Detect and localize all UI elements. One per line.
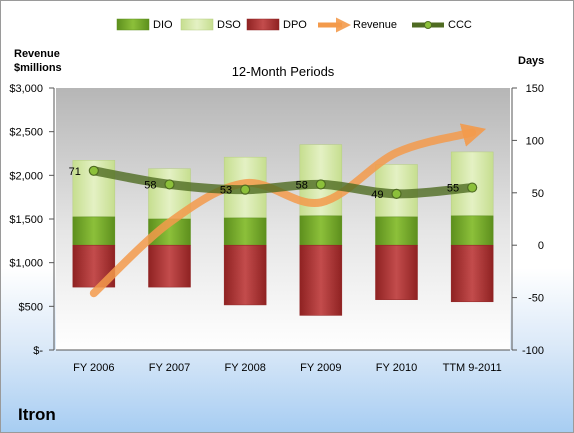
legend-item-revenue: Revenue bbox=[318, 17, 397, 33]
bar-dpo bbox=[299, 244, 343, 316]
ccc-data-label: 53 bbox=[220, 185, 232, 197]
chart-title: 12-Month Periods bbox=[232, 64, 335, 79]
ccc-data-label: 71 bbox=[69, 166, 81, 178]
ccc-marker bbox=[240, 184, 251, 195]
x-tick-label: FY 2009 bbox=[300, 362, 341, 374]
bar-dio bbox=[72, 216, 116, 246]
bar-dpo bbox=[375, 244, 418, 300]
right-tick-label: 0 bbox=[538, 240, 544, 252]
ccc-data-label: 49 bbox=[371, 189, 383, 201]
legend-swatch-dpo bbox=[246, 18, 280, 31]
legend-swatch-dso bbox=[180, 18, 214, 31]
ccc-series: 71 58 53 58 49 55 bbox=[69, 165, 478, 201]
right-tick-label: -50 bbox=[528, 293, 544, 305]
bar-dpo bbox=[450, 244, 494, 303]
legend-marker-ccc bbox=[424, 21, 432, 29]
ccc-marker bbox=[391, 188, 402, 199]
bar-dio bbox=[299, 215, 343, 246]
right-tick-label: 50 bbox=[532, 188, 544, 200]
x-tick-label: FY 2006 bbox=[73, 362, 114, 374]
legend-label-revenue: Revenue bbox=[353, 19, 397, 31]
legend-swatch-dio bbox=[116, 18, 150, 31]
right-axis-ticks: 150 100 50 0 -50 -100 bbox=[56, 83, 544, 357]
bar-dpo bbox=[148, 244, 191, 288]
right-tick-label: 150 bbox=[526, 83, 544, 95]
legend-item-dpo: DPO bbox=[246, 18, 307, 31]
ccc-data-label: 55 bbox=[447, 183, 459, 195]
left-tick-label: $1,500 bbox=[9, 214, 43, 226]
ccc-data-label: 58 bbox=[144, 179, 156, 191]
left-tick-label: $3,000 bbox=[9, 83, 43, 95]
x-tick-label: FY 2010 bbox=[376, 362, 417, 374]
bar-dio bbox=[450, 215, 494, 246]
left-axis-label-line1: Revenue bbox=[14, 48, 60, 60]
ccc-line bbox=[89, 166, 477, 199]
legend-label-ccc: CCC bbox=[448, 19, 472, 31]
left-tick-label: $- bbox=[33, 345, 43, 357]
x-tick-label: FY 2008 bbox=[224, 362, 265, 374]
x-tick-label: FY 2007 bbox=[149, 362, 190, 374]
legend-label-dio: DIO bbox=[153, 19, 173, 31]
legend-label-dso: DSO bbox=[217, 19, 241, 31]
bar-dio bbox=[375, 216, 418, 246]
legend-item-ccc: CCC bbox=[412, 19, 472, 31]
left-tick-label: $2,500 bbox=[9, 127, 43, 139]
legend: DIO DSO DPO Revenue CCC bbox=[116, 17, 472, 33]
right-tick-label: -100 bbox=[522, 345, 544, 357]
ccc-marker bbox=[164, 179, 175, 190]
right-tick-label: 100 bbox=[526, 135, 544, 147]
ccc-data-label: 58 bbox=[296, 179, 308, 191]
company-name: Itron bbox=[18, 405, 56, 424]
left-tick-label: $1,000 bbox=[9, 258, 43, 270]
ccc-marker bbox=[88, 165, 99, 176]
left-tick-label: $500 bbox=[19, 301, 43, 313]
plot-area bbox=[56, 88, 510, 350]
x-axis-labels: FY 2006 FY 2007 FY 2008 FY 2009 FY 2010 TTM 9… bbox=[73, 362, 502, 374]
ccc-marker bbox=[315, 179, 326, 190]
x-tick-label: TTM 9-2011 bbox=[443, 362, 502, 374]
bar-dio bbox=[223, 217, 267, 246]
left-axis-ticks: $3,000 $2,500 $2,000 $1,500 $1,000 $500 $- bbox=[9, 83, 55, 357]
left-tick-label: $2,000 bbox=[9, 170, 43, 182]
legend-label-dpo: DPO bbox=[283, 19, 307, 31]
right-axis-label: Days bbox=[518, 55, 544, 67]
left-axis-label-line2: $millions bbox=[14, 62, 62, 74]
legend-item-dio: DIO bbox=[116, 18, 173, 31]
ccc-marker bbox=[467, 182, 478, 193]
bar-dpo bbox=[223, 244, 267, 306]
legend-item-dso: DSO bbox=[180, 18, 241, 31]
